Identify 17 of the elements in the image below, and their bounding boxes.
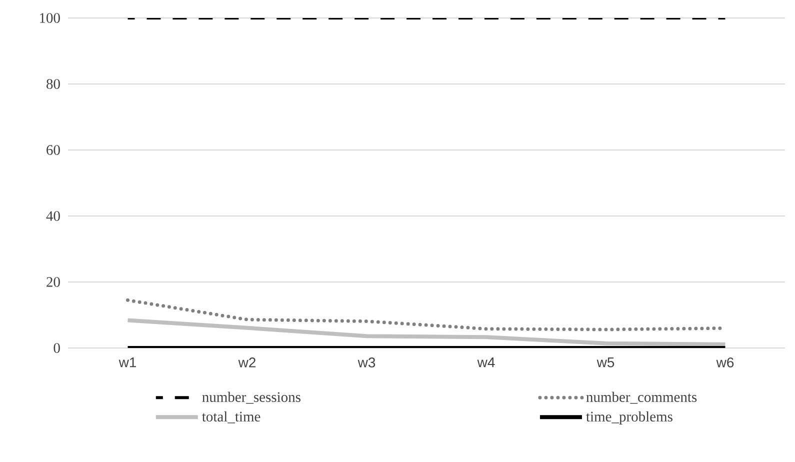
x-tick-label: w6 (716, 358, 734, 368)
line-series (126, 318, 728, 346)
x-tick-label: w3 (358, 358, 376, 368)
x-tick-label: w4 (477, 358, 495, 368)
y-tick-label: 40 (46, 211, 60, 221)
y-tick-label: 20 (46, 277, 60, 287)
y-tick-label: 100 (40, 13, 60, 23)
y-tick-label: 80 (46, 79, 60, 89)
legend-label: time_problems (586, 411, 672, 424)
x-tick-label: w2 (238, 358, 256, 368)
y-tick-label: 60 (46, 145, 60, 155)
legend-label: total_time (202, 411, 260, 424)
x-tick-label: w5 (596, 358, 614, 368)
legend-label: number_sessions (202, 392, 300, 404)
y-tick-label: 0 (54, 343, 60, 353)
x-tick-label: w1 (118, 358, 136, 368)
legend-label: number_comments (586, 392, 697, 404)
